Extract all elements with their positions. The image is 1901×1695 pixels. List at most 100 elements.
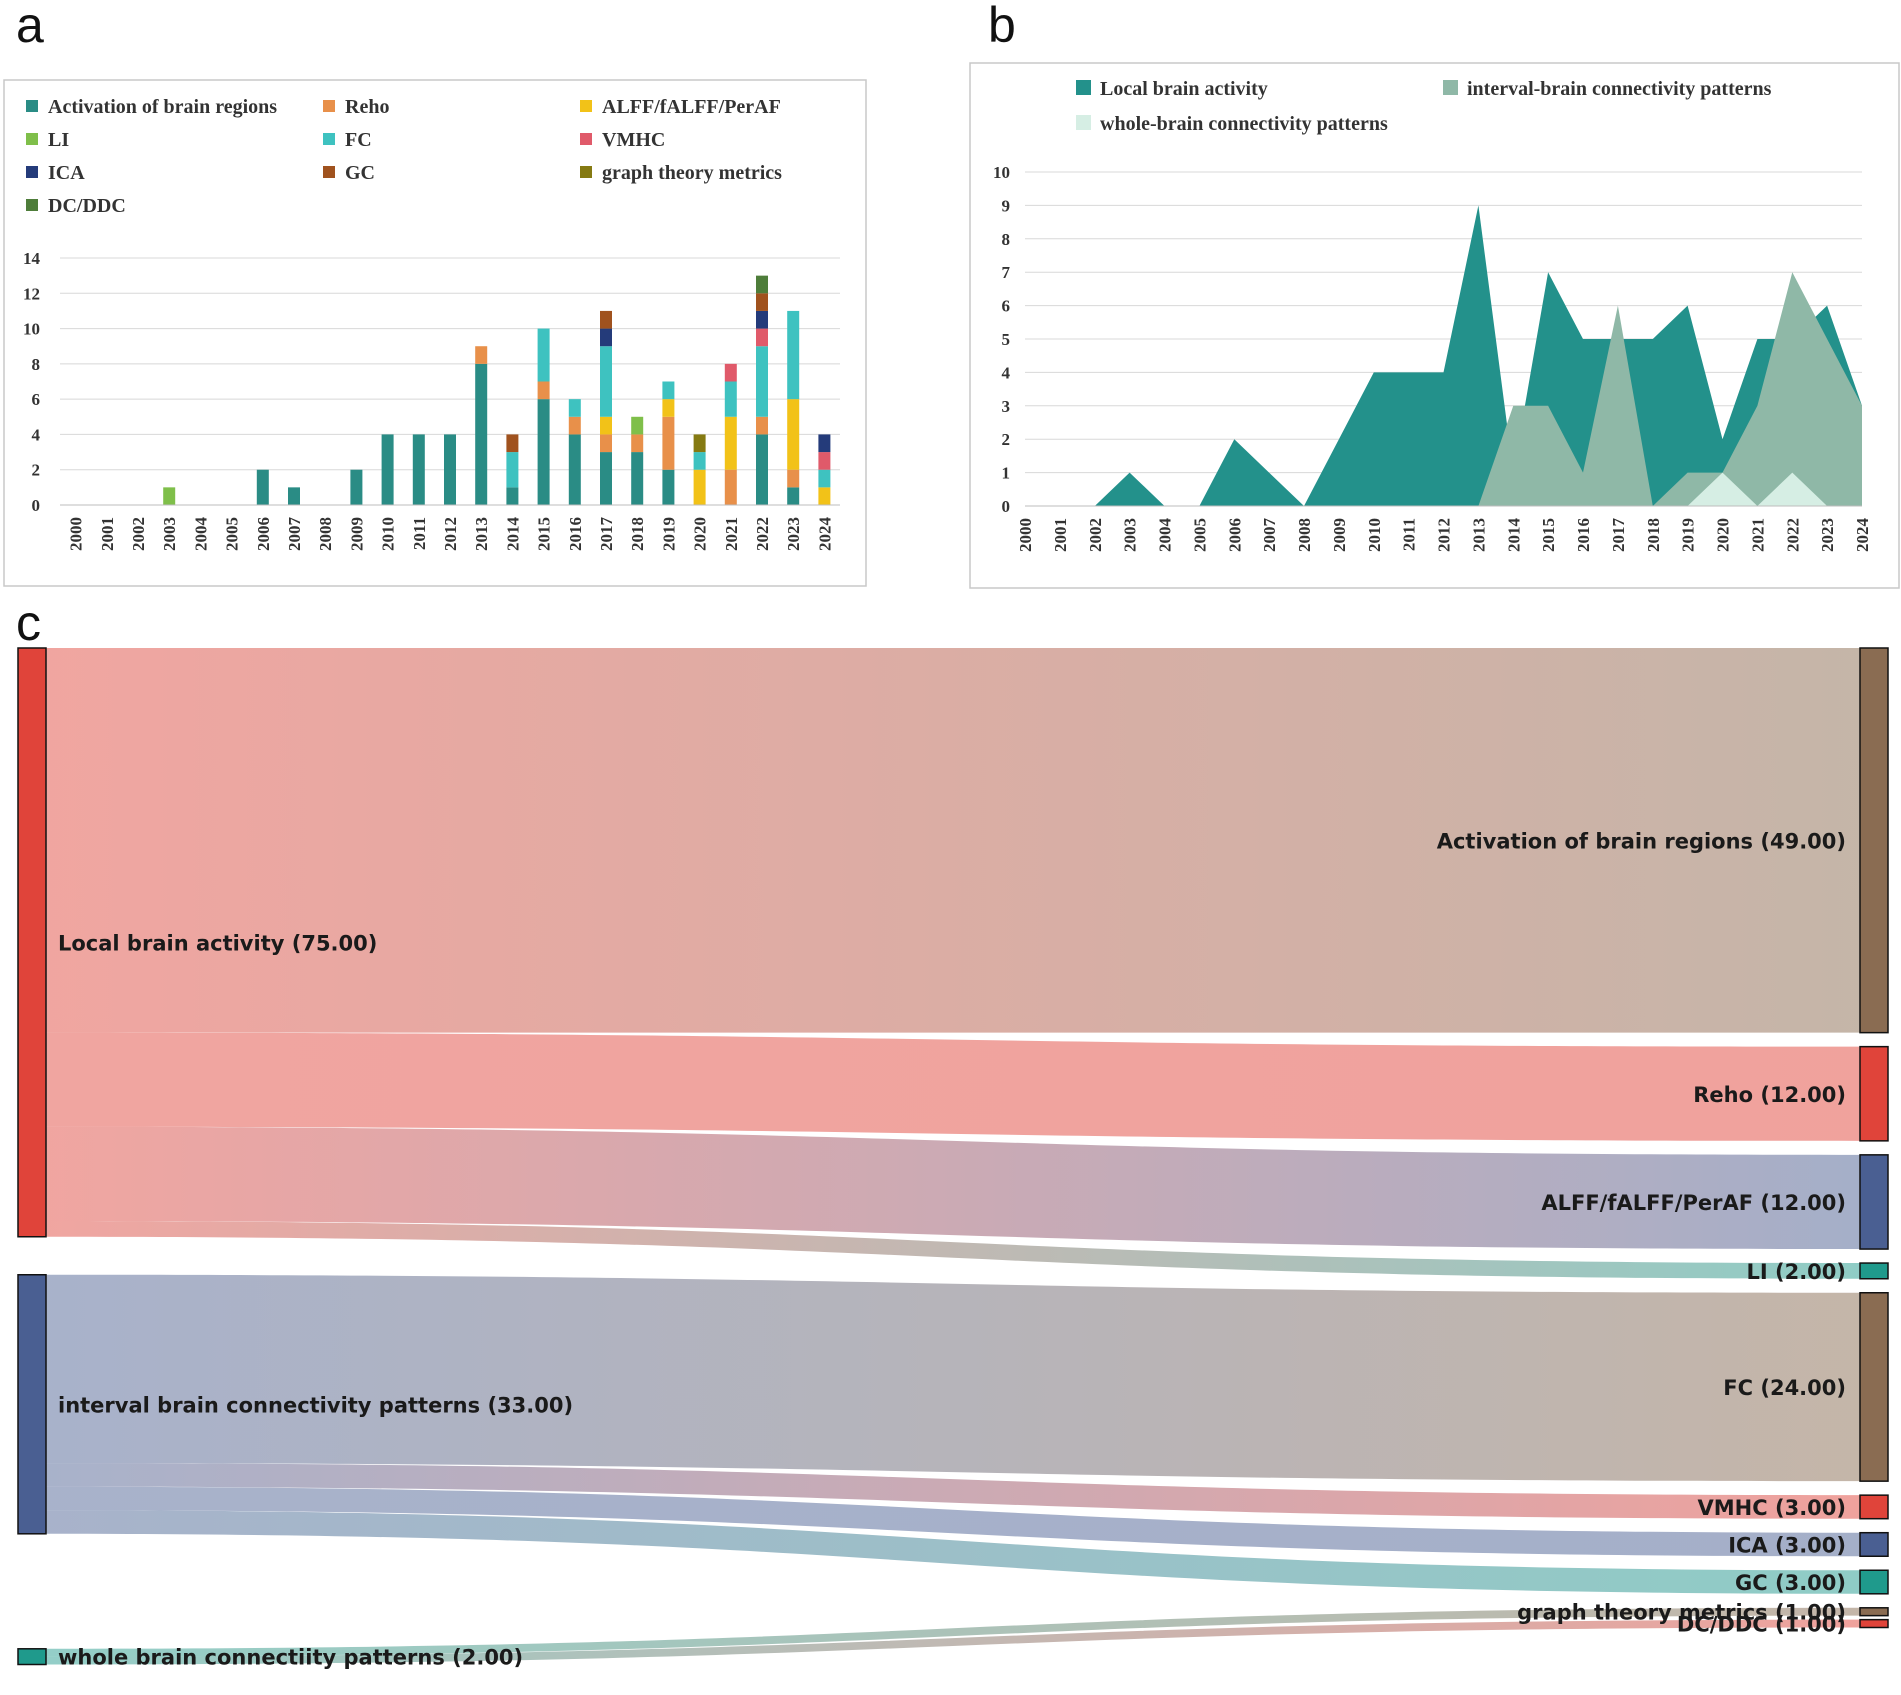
bar-vmhc-2021 [724,363,737,382]
link-local-brain-activity-to-reho [46,1032,1860,1141]
y-tick-b-10: 10 [993,163,1010,182]
legend-b-swatch-whole-brain-connectivity-patterns [1076,115,1091,130]
x-tick-b-2006: 2006 [1225,518,1244,552]
target-node-gc [1859,1569,1889,1595]
bar-activation-of-brain-regions-2013 [475,363,488,505]
bar-fc-2020 [693,452,706,470]
legend-label-ica: ICA [48,162,85,184]
legend-label-activation-of-brain-regions: Activation of brain regions [48,96,277,118]
x-tick-b-2020: 2020 [1714,518,1733,552]
y-tick-a-0: 0 [32,496,41,515]
target-label-activation-of-brain-regions: Activation of brain regions (49.00) [1437,829,1846,853]
legend-b-label-whole-brain-connectivity-patterns: whole-brain connectivity patterns [1100,113,1388,135]
bar-activation-of-brain-regions-2017 [600,452,612,505]
y-tick-b-2: 2 [1002,430,1011,449]
legend-label-gc: GC [345,162,375,184]
bar-fc-2016 [568,399,581,417]
x-tick-b-2018: 2018 [1644,518,1663,552]
bar-fc-2015 [537,328,550,382]
link-whole-brain-connectiity-patterns-to-dc-ddc [46,1619,1860,1665]
panel-label-b: b [988,0,1016,53]
bar-gc-2022 [756,293,768,311]
x-tick-b-2021: 2021 [1748,518,1767,552]
x-tick-b-2022: 2022 [1783,518,1802,552]
x-tick-a-2022: 2022 [753,517,772,551]
target-node-activation-of-brain-regions [1859,647,1889,1034]
x-tick-a-2015: 2015 [535,517,554,551]
x-tick-a-2024: 2024 [815,517,834,552]
bar-fc-2023 [787,310,800,400]
legend-b-swatch-interval-brain-connectivity-patterns [1443,80,1458,95]
legend-label-graph-theory-metrics: graph theory metrics [602,162,782,184]
target-label-fc: FC (24.00) [1723,1376,1846,1400]
x-tick-a-2004: 2004 [191,517,210,552]
bar-fc-2021 [724,381,737,417]
x-tick-a-2003: 2003 [160,517,179,551]
y-tick-b-1: 1 [1002,464,1011,483]
x-tick-a-2010: 2010 [379,517,398,551]
panel-a-bars [163,275,831,505]
link-interval-brain-connectivity-patterns-to-fc [46,1274,1860,1482]
panel-a-grid [60,257,840,471]
legend-swatch-vmhc [580,133,592,145]
bar-reho-2016 [568,416,581,435]
bar-graph-theory-metrics-2020 [693,434,706,453]
panel-b-areas [1025,205,1862,506]
bar-fc-2024 [818,469,831,488]
x-tick-b-2004: 2004 [1156,518,1175,553]
panel-label-a: a [16,0,44,53]
target-node-graph-theory-metrics [1859,1607,1889,1617]
x-tick-a-2009: 2009 [347,517,366,551]
bar-activation-of-brain-regions-2007 [288,487,300,505]
y-tick-a-4: 4 [32,425,41,444]
target-label-vmhc: VMHC (3.00) [1698,1496,1846,1520]
target-node-dc-ddc [1859,1618,1889,1629]
x-tick-a-2012: 2012 [441,517,460,551]
bar-reho-2018 [631,434,644,453]
x-tick-a-2018: 2018 [628,517,647,551]
target-node-fc [1859,1292,1889,1482]
y-tick-a-12: 12 [23,284,40,303]
target-label-graph-theory-metrics: graph theory metrics (1.00) [1517,1601,1846,1625]
legend-label-fc: FC [345,129,372,151]
legend-swatch-ica [26,166,38,178]
x-tick-a-2016: 2016 [566,517,585,551]
legend-b-label-interval-brain-connectivity-patterns: interval-brain connectivity patterns [1467,78,1772,100]
legend-label-alff-falff-peraf: ALFF/fALFF/PerAF [602,96,781,118]
target-label-dc-ddc: DC/DDC (1.00) [1677,1613,1846,1637]
x-tick-a-2002: 2002 [129,517,148,551]
link-local-brain-activity-to-alff-falff-peraf [46,1126,1860,1250]
bar-alff-falff-peraf-2023 [787,399,800,470]
y-tick-b-6: 6 [1002,297,1011,316]
legend-swatch-fc [323,133,335,145]
panel-b-axis: 0 1 2 3 4 5 6 7 8 9 10 2000 2001 2002 2003 2004 2005 2006… [993,163,1872,552]
bar-ica-2024 [818,434,831,453]
y-tick-a-6: 6 [32,390,41,409]
panel-c-labels: Local brain activity (75.00) interval bra… [58,829,1846,1669]
y-tick-a-2: 2 [32,461,41,480]
x-tick-a-2005: 2005 [223,517,242,551]
source-label-interval-brain-connectivity-patterns: interval brain connectivity patterns (33… [58,1393,573,1417]
bar-fc-2017 [600,346,612,417]
bar-alff-falff-peraf-2017 [600,416,612,435]
x-tick-b-2015: 2015 [1539,518,1558,552]
x-tick-b-2009: 2009 [1330,518,1349,552]
bar-gc-2017 [600,310,612,329]
x-tick-a-2019: 2019 [659,517,678,551]
x-tick-b-2007: 2007 [1260,518,1279,553]
y-tick-b-0: 0 [1002,497,1011,516]
bar-li-2003 [163,487,176,505]
source-node-whole-brain-connectiity-patterns [17,1648,47,1666]
panel-label-c: c [16,595,41,651]
x-tick-b-2010: 2010 [1365,518,1384,552]
source-node-interval-brain-connectivity-patterns [17,1274,47,1535]
bar-dc-ddc-2022 [756,275,768,294]
y-tick-b-8: 8 [1002,230,1011,249]
bar-gc-2014 [506,434,519,453]
source-label-local-brain-activity: Local brain activity (75.00) [58,931,377,955]
x-tick-a-2008: 2008 [316,517,335,551]
target-label-alff-falff-peraf: ALFF/fALFF/PerAF (12.00) [1541,1191,1846,1215]
x-tick-b-2016: 2016 [1574,518,1593,552]
panel-c-nodes [17,647,1889,1666]
link-interval-brain-connectivity-patterns-to-ica [46,1486,1860,1557]
